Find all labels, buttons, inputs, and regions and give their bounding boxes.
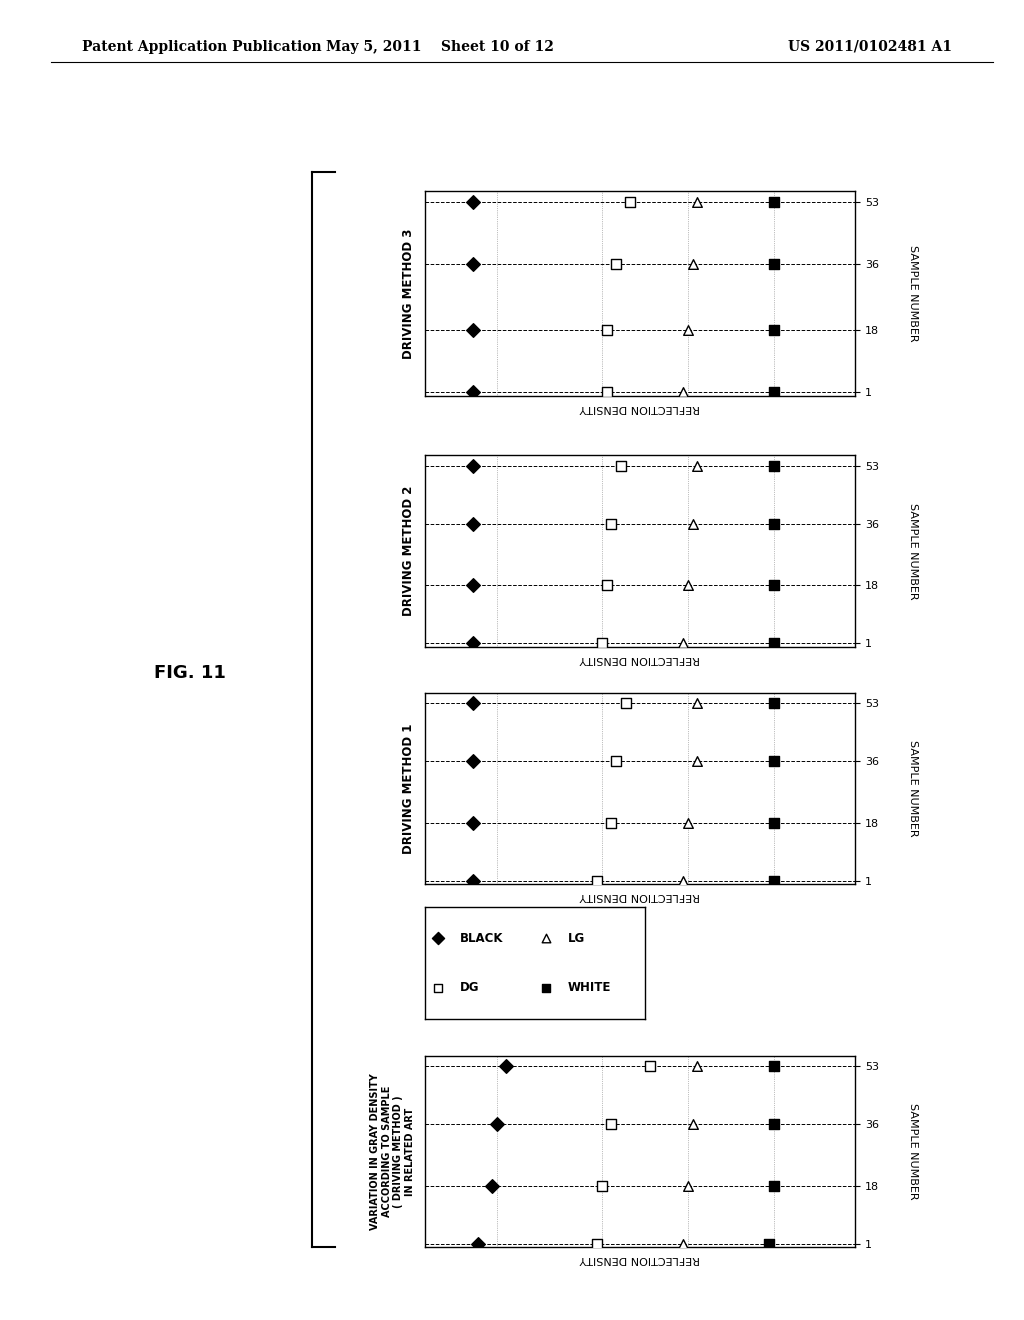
Point [766,1175,782,1196]
Point [465,574,481,595]
Y-axis label: SAMPLE NUMBER: SAMPLE NUMBER [908,503,918,599]
Point [761,1233,777,1254]
Point [766,693,782,714]
Point [766,812,782,833]
Point [684,513,700,535]
Point [766,1114,782,1135]
Point [680,574,696,595]
Point [680,812,696,833]
Point [465,253,481,275]
Point [589,870,605,891]
Point [766,381,782,403]
Point [612,455,629,477]
Point [469,1233,485,1254]
Point [538,928,554,949]
Text: DRIVING METHOD 1: DRIVING METHOD 1 [401,723,415,854]
Point [684,1114,700,1135]
X-axis label: REFLECTION DENSITY: REFLECTION DENSITY [580,1254,700,1265]
Point [766,632,782,653]
Point [538,977,554,998]
Point [594,632,610,653]
Text: FIG. 11: FIG. 11 [154,664,225,682]
Y-axis label: SAMPLE NUMBER: SAMPLE NUMBER [908,246,918,342]
Point [689,455,706,477]
Point [465,319,481,341]
Point [680,319,696,341]
Point [766,319,782,341]
Point [465,455,481,477]
Point [465,191,481,213]
Point [689,751,706,772]
Point [766,870,782,891]
Point [766,574,782,595]
X-axis label: REFLECTION DENSITY: REFLECTION DENSITY [580,403,700,413]
Point [465,751,481,772]
Point [488,1114,505,1135]
Text: DRIVING METHOD 3: DRIVING METHOD 3 [401,228,415,359]
Y-axis label: SAMPLE NUMBER: SAMPLE NUMBER [908,741,918,837]
Text: WHITE: WHITE [568,981,611,994]
Point [498,1056,514,1077]
Point [689,191,706,213]
Point [766,513,782,535]
Point [430,928,446,949]
Text: BLACK: BLACK [460,932,504,945]
Point [465,381,481,403]
Point [465,870,481,891]
Point [675,870,691,891]
Point [641,1056,657,1077]
Point [680,1175,696,1196]
X-axis label: REFLECTION DENSITY: REFLECTION DENSITY [580,653,700,664]
Point [608,751,625,772]
Point [617,693,634,714]
Point [465,632,481,653]
Point [589,1233,605,1254]
Point [603,1114,620,1135]
Point [675,1233,691,1254]
Point [603,513,620,535]
Text: VARIATION IN GRAY DENSITY
ACCORDING TO SAMPLE
( DRIVING METHOD )
IN RELATED ART: VARIATION IN GRAY DENSITY ACCORDING TO S… [370,1073,415,1230]
Point [598,574,614,595]
Point [603,812,620,833]
Point [623,191,639,213]
Point [766,751,782,772]
Point [766,253,782,275]
Point [465,812,481,833]
Point [689,693,706,714]
Text: LG: LG [568,932,586,945]
Point [684,253,700,275]
Point [675,632,691,653]
Point [598,319,614,341]
Point [608,253,625,275]
Point [430,977,446,998]
Y-axis label: SAMPLE NUMBER: SAMPLE NUMBER [908,1104,918,1200]
Point [465,513,481,535]
Text: US 2011/0102481 A1: US 2011/0102481 A1 [788,40,952,54]
Text: Patent Application Publication: Patent Application Publication [82,40,322,54]
Point [689,1056,706,1077]
Text: DRIVING METHOD 2: DRIVING METHOD 2 [401,486,415,616]
Point [465,693,481,714]
Point [594,1175,610,1196]
Text: May 5, 2011    Sheet 10 of 12: May 5, 2011 Sheet 10 of 12 [327,40,554,54]
Point [598,381,614,403]
X-axis label: REFLECTION DENSITY: REFLECTION DENSITY [580,891,700,902]
Text: DG: DG [460,981,479,994]
Point [483,1175,500,1196]
Point [766,455,782,477]
Point [766,1056,782,1077]
Point [675,381,691,403]
Point [766,191,782,213]
